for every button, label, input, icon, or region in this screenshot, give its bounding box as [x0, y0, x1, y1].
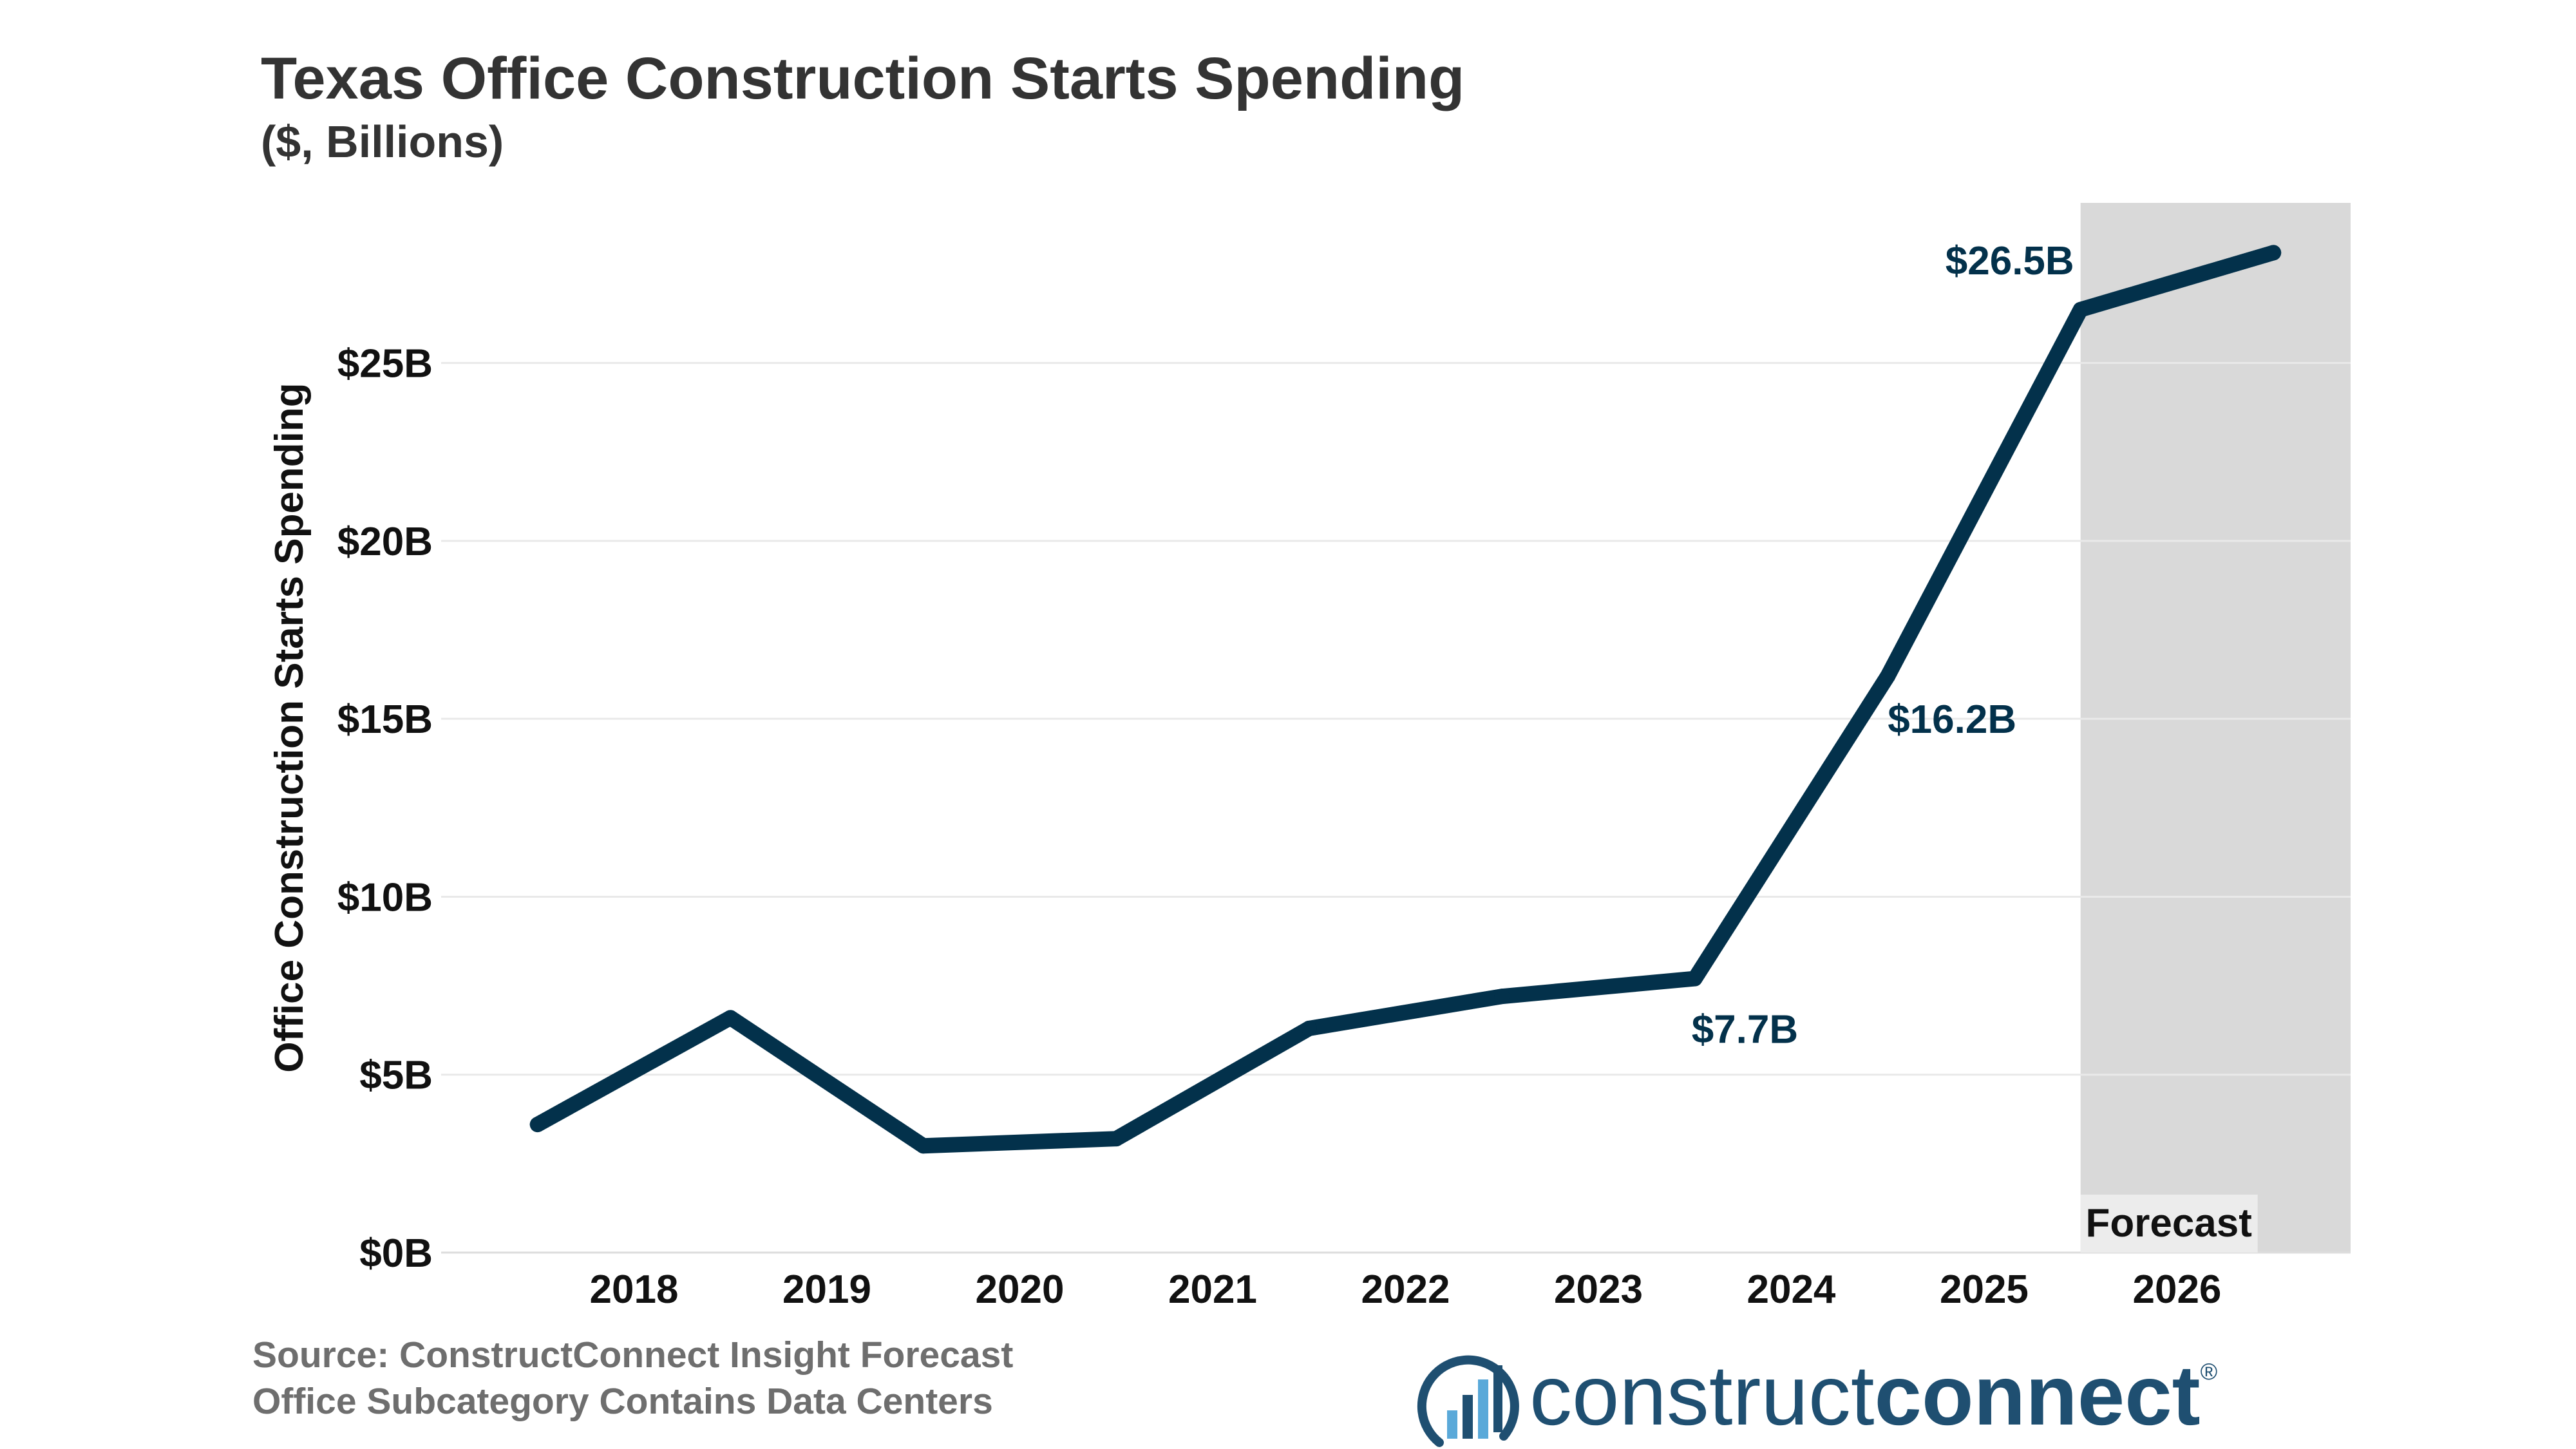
data-label: $7.7B	[1692, 1008, 1798, 1052]
x-tick-label: 2022	[1361, 1267, 1450, 1312]
y-tick-label: $20B	[337, 520, 433, 564]
data-note: Office Subcategory Contains Data Centers	[252, 1381, 993, 1422]
x-tick-label: 2019	[782, 1267, 871, 1312]
y-tick-label: $5B	[359, 1054, 433, 1098]
y-tick-label: $10B	[337, 875, 433, 920]
data-point	[2072, 301, 2088, 317]
data-point	[1108, 1131, 1124, 1147]
chart-footer: Source: ConstructConnect Insight Forecas…	[252, 1332, 1013, 1425]
x-tick-label: 2021	[1168, 1267, 1257, 1312]
y-tick-label: $25B	[337, 342, 433, 386]
series-line	[529, 245, 2282, 1154]
forecast-region	[2080, 203, 2351, 1253]
y-tick-label: $0B	[359, 1231, 433, 1276]
data-point	[1301, 1020, 1317, 1036]
data-point	[723, 1010, 739, 1026]
data-point	[915, 1138, 931, 1154]
constructconnect-logo: constructconnect®	[1417, 1348, 2217, 1447]
x-tick-label: 2018	[590, 1267, 679, 1312]
grid-lines	[441, 362, 2351, 1254]
y-tick-label: $15B	[337, 697, 433, 742]
x-tick-label: 2020	[976, 1267, 1065, 1312]
forecast-label: Forecast	[2080, 1195, 2258, 1253]
x-tick-label: 2024	[1747, 1267, 1835, 1312]
data-point	[1494, 989, 1510, 1005]
y-axis-label: Office Construction Starts Spending	[267, 383, 312, 1072]
data-label: $26.5B	[1946, 239, 2074, 283]
series-polyline	[529, 245, 2282, 1154]
registered-mark: ®	[2201, 1358, 2218, 1385]
x-tick-label: 2025	[1940, 1267, 2029, 1312]
logo-text-bold: connect	[1875, 1348, 2201, 1443]
data-labels: $7.7B $16.2B $26.5B	[1692, 239, 2074, 1052]
chart-title: Texas Office Construction Starts Spendin…	[261, 46, 1465, 111]
data-point	[2266, 245, 2282, 261]
forecast-label-text: Forecast	[2085, 1201, 2251, 1245]
forecast-label-box	[2080, 1195, 2258, 1253]
x-tick-label: 2023	[1554, 1267, 1643, 1312]
data-point	[1687, 971, 1703, 987]
data-point	[1880, 668, 1896, 684]
data-label: $16.2B	[1888, 697, 2016, 742]
x-tick-label: 2026	[2132, 1267, 2221, 1312]
data-point	[529, 1117, 545, 1133]
logo-wordmark: constructconnect®	[1530, 1348, 2217, 1443]
logo-text-light: construct	[1530, 1348, 1875, 1443]
y-tick-labels: $0B $5B $10B $15B $20B $25B	[337, 342, 433, 1276]
building-logo-icon	[1417, 1355, 1519, 1447]
x-tick-labels: 2018 2019 2020 2021 2022 2023 2024 2025 2026	[590, 1267, 2222, 1312]
source-note: Source: ConstructConnect Insight Forecas…	[252, 1334, 1014, 1376]
chart-subtitle: ($, Billions)	[261, 117, 504, 167]
